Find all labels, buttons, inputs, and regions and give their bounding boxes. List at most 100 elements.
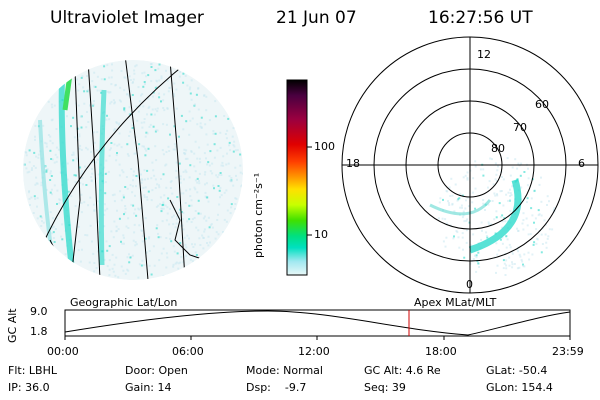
- speckle-dot: [199, 212, 202, 215]
- speckle-dot: [114, 274, 117, 277]
- speckle-dot: [174, 262, 177, 265]
- speckle-dot: [527, 233, 530, 236]
- speckle-dot: [134, 65, 137, 68]
- speckle-dot: [442, 240, 445, 243]
- speckle-dot: [439, 197, 442, 200]
- speckle-dot: [92, 103, 95, 106]
- speckle-dot: [86, 90, 89, 93]
- speckle-dot: [105, 240, 108, 243]
- speckle-dot: [219, 146, 222, 149]
- speckle-dot: [114, 101, 116, 104]
- aurora-band-3: [38, 119, 54, 256]
- speckle-dot: [36, 182, 39, 185]
- speckle-dot: [44, 166, 47, 168]
- speckle-dot: [165, 237, 168, 239]
- speckle-dot: [122, 194, 125, 197]
- speckle-dot: [151, 161, 154, 164]
- speckle-dot: [134, 194, 136, 197]
- speckle-dot: [112, 99, 115, 102]
- speckle-dot: [154, 130, 157, 133]
- speckle-dot: [112, 270, 115, 273]
- speckle-dot: [172, 93, 175, 96]
- speckle-dot: [49, 211, 52, 214]
- speckle-dot: [52, 225, 55, 228]
- speckle-dot: [118, 132, 121, 135]
- speckle-dot: [208, 226, 211, 229]
- speckle-dot: [204, 171, 207, 174]
- speckle-dot: [540, 176, 542, 179]
- speckle-dot: [222, 231, 224, 233]
- speckle-dot: [45, 145, 48, 148]
- speckle-dot: [173, 82, 176, 85]
- speckle-dot: [219, 186, 222, 189]
- speckle-dot: [134, 141, 137, 144]
- speckle-dot: [458, 246, 461, 249]
- speckle-dot: [506, 157, 509, 160]
- speckle-dot: [172, 148, 175, 151]
- speckle-dot: [118, 163, 121, 166]
- speckle-dot: [211, 162, 214, 165]
- speckle-dot: [135, 214, 138, 217]
- speckle-dot: [505, 259, 508, 262]
- speckle-dot: [103, 225, 106, 228]
- speckle-dot: [180, 211, 183, 213]
- speckle-dot: [220, 174, 223, 176]
- speckle-dot: [134, 241, 137, 244]
- speckle-dot: [235, 197, 238, 200]
- speckle-dot: [193, 165, 196, 168]
- speckle-dot: [438, 201, 441, 204]
- speckle-dot: [146, 198, 149, 201]
- speckle-dot: [455, 230, 458, 232]
- speckle-dot: [442, 198, 444, 201]
- speckle-dot: [150, 63, 153, 65]
- speckle-dot: [205, 133, 208, 136]
- speckle-dot: [115, 230, 118, 233]
- speckle-dot: [145, 131, 148, 134]
- speckle-dot: [205, 219, 208, 222]
- speckle-dot: [538, 183, 541, 186]
- speckle-dot: [211, 172, 214, 175]
- speckle-dot: [173, 250, 176, 253]
- speckle-dot: [125, 225, 128, 228]
- x-tick-label-1200: 12:00: [298, 345, 330, 358]
- speckle-dot: [138, 208, 141, 211]
- speckle-dot: [197, 199, 200, 202]
- speckle-dot: [25, 154, 28, 157]
- speckle-dot: [126, 256, 129, 259]
- speckle-dot: [117, 123, 120, 126]
- speckle-dot: [180, 256, 183, 258]
- speckle-dot: [126, 153, 129, 156]
- speckle-dot: [47, 100, 50, 103]
- speckle-dot: [147, 190, 150, 193]
- speckle-dot: [163, 194, 166, 197]
- speckle-dot: [143, 121, 146, 124]
- speckle-dot: [217, 185, 220, 187]
- speckle-dot: [145, 251, 148, 254]
- speckle-dot: [140, 181, 143, 184]
- speckle-dot: [516, 178, 519, 181]
- speckle-dot: [540, 214, 543, 217]
- speckle-dot: [197, 229, 200, 232]
- speckle-dot: [157, 67, 160, 70]
- speckle-dot: [190, 79, 193, 82]
- speckle-dot: [162, 274, 165, 277]
- speckle-dot: [538, 213, 541, 216]
- speckle-dot: [179, 178, 182, 181]
- speckle-dot: [61, 223, 64, 226]
- speckle-dot: [66, 178, 69, 181]
- speckle-dot: [546, 204, 548, 206]
- speckle-dot: [194, 188, 197, 191]
- speckle-dot: [123, 242, 125, 245]
- speckle-dot: [179, 181, 182, 184]
- speckle-dot: [124, 211, 127, 214]
- speckle-dot: [137, 110, 140, 113]
- speckle-dot: [169, 232, 172, 235]
- speckle-dot: [498, 202, 501, 205]
- speckle-dot: [164, 164, 167, 167]
- speckle-dot: [128, 75, 131, 78]
- speckle-dot: [36, 217, 39, 220]
- speckle-dot: [517, 229, 520, 232]
- speckle-dot: [462, 248, 464, 251]
- date-label: 21 Jun 07: [276, 8, 357, 28]
- speckle-dot: [141, 178, 143, 181]
